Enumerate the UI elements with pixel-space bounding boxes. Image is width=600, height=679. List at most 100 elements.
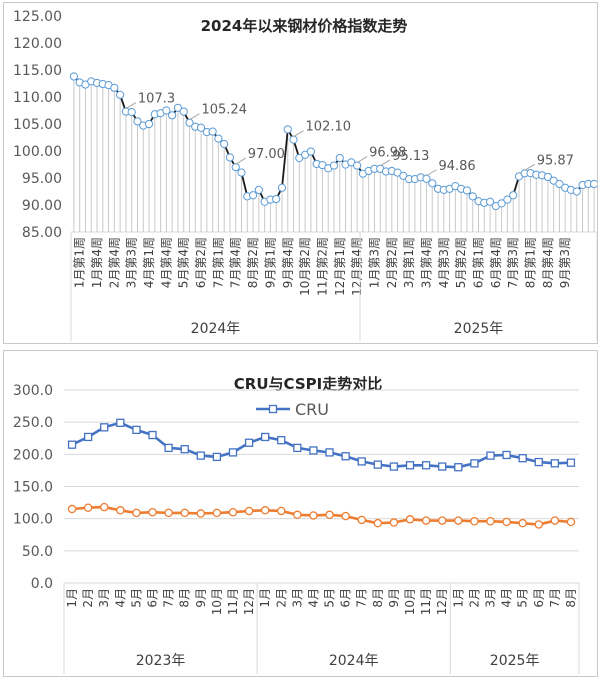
data-point	[335, 153, 344, 163]
data-label-leader	[189, 113, 200, 121]
y-tick-label: 110.00	[13, 90, 62, 106]
cru-point	[421, 461, 431, 470]
data-point	[428, 179, 437, 188]
x-tick-label: 1月	[258, 588, 272, 608]
cru-point	[261, 432, 270, 442]
y-tick-label: 100.0	[13, 512, 53, 528]
x-tick-label: 6月	[146, 588, 160, 608]
data-label-leader	[235, 157, 246, 165]
series-point	[260, 506, 270, 515]
x-tick-label: 2月第4周	[107, 237, 121, 288]
y-tick-label: 120.00	[13, 36, 62, 52]
legend-label: CRU	[295, 400, 329, 419]
series-point	[325, 510, 334, 520]
cru-point	[534, 457, 543, 467]
x-tick-label: 10月	[210, 588, 224, 615]
data-label: 95.87	[537, 153, 574, 168]
cru-point	[100, 423, 109, 432]
data-label-leader	[356, 156, 368, 164]
data-label: 95.13	[392, 149, 429, 164]
x-tick-label: 1月第3周	[368, 237, 382, 288]
x-tick-label: 7月	[548, 588, 562, 608]
data-label-leader	[524, 163, 536, 171]
cru-point	[550, 459, 560, 468]
x-tick-label: 10月	[403, 588, 417, 615]
series-point	[518, 518, 527, 528]
x-tick-label: 7月第3周	[506, 237, 520, 288]
steel-price-index-chart: 2024年以来钢材价格指数走势 85.00 90.00 95.00 100.00 105…	[13, 9, 597, 341]
data-point	[254, 185, 263, 194]
data-point	[237, 168, 246, 177]
data-point	[133, 117, 142, 126]
series-point	[454, 516, 463, 525]
series-point	[373, 518, 383, 528]
data-point	[572, 187, 581, 196]
x-tick-label: 5月第2周	[454, 237, 468, 288]
series-point	[502, 517, 511, 527]
series-line	[71, 421, 572, 469]
data-point	[220, 139, 229, 149]
x-tick-label: 4月第4周	[159, 237, 173, 288]
y-tick-label: 85.00	[22, 225, 62, 241]
x-tick-label: 3月	[97, 588, 111, 608]
x-tick-label: 8月第1周	[524, 237, 538, 288]
data-point	[185, 118, 194, 127]
cru-point	[212, 452, 222, 462]
x-tick-label: 7月	[162, 588, 176, 608]
data-point	[468, 192, 477, 201]
x-tick-label: 1月	[451, 588, 465, 608]
data-point	[162, 106, 171, 115]
x-tick-label: 12月	[435, 588, 449, 615]
data-point	[208, 127, 217, 136]
series-point	[293, 510, 302, 520]
data-point	[422, 174, 431, 183]
data-point	[485, 197, 495, 206]
data-point	[173, 103, 183, 112]
series-point	[83, 503, 93, 512]
x-tick-label: 9月	[387, 588, 401, 608]
cru-point	[389, 462, 399, 471]
cru-point	[293, 443, 302, 453]
cru-point	[373, 460, 382, 469]
x-tick-label: 2月	[81, 588, 95, 608]
cru-point	[277, 436, 286, 445]
data-point	[283, 125, 292, 134]
data-point	[231, 163, 240, 172]
data-label: 97.00	[248, 147, 285, 162]
y-tick-label: 95.00	[22, 171, 62, 187]
cru-cspi-comparison-panel: CRU与CSPI走势对比 0.0 50.0 100.0 150.0 200.0 250.0…	[3, 350, 598, 677]
series-point	[180, 508, 189, 518]
x-tick-label: 5月	[129, 588, 143, 608]
data-point	[543, 172, 552, 182]
x-tick-label: 7月第4周	[229, 237, 243, 288]
cru-point	[116, 418, 125, 427]
x-tick-label: 4月	[500, 588, 514, 608]
steel-price-index-chart-panel: 2024年以来钢材价格指数走势 85.00 90.00 95.00 100.00 105…	[3, 2, 598, 344]
cru-point	[67, 440, 77, 449]
data-point	[179, 107, 188, 116]
series-point	[132, 508, 141, 518]
y-tick-label: 250.0	[13, 415, 53, 431]
data-point	[306, 147, 315, 156]
x-tick-label: 11月	[226, 588, 240, 615]
x-tick-label: 10月第2周	[298, 237, 312, 296]
chart-title: CRU与CSPI走势对比	[234, 375, 382, 393]
x-tick-label: 7月第1周	[211, 237, 225, 288]
series-point	[99, 502, 109, 512]
x-tick-label: 9月第1周	[263, 237, 277, 288]
data-label: 107.3	[138, 92, 175, 107]
x-tick-label: 3月第3周	[125, 237, 139, 288]
data-label: 94.86	[438, 159, 475, 174]
cru-point	[309, 446, 318, 455]
x-tick-label: 6月	[339, 588, 353, 608]
cru-point	[228, 448, 238, 457]
x-tick-label: 4月第3周	[437, 237, 451, 288]
x-tick-label: 8月	[178, 588, 192, 608]
chart-title: 2024年以来钢材价格指数走势	[201, 17, 408, 35]
data-point	[110, 83, 119, 92]
cru-point	[83, 432, 93, 442]
data-point	[116, 90, 125, 99]
series-point	[148, 507, 157, 517]
series-point	[405, 515, 415, 524]
x-tick-label: 12月第4周	[350, 237, 364, 296]
